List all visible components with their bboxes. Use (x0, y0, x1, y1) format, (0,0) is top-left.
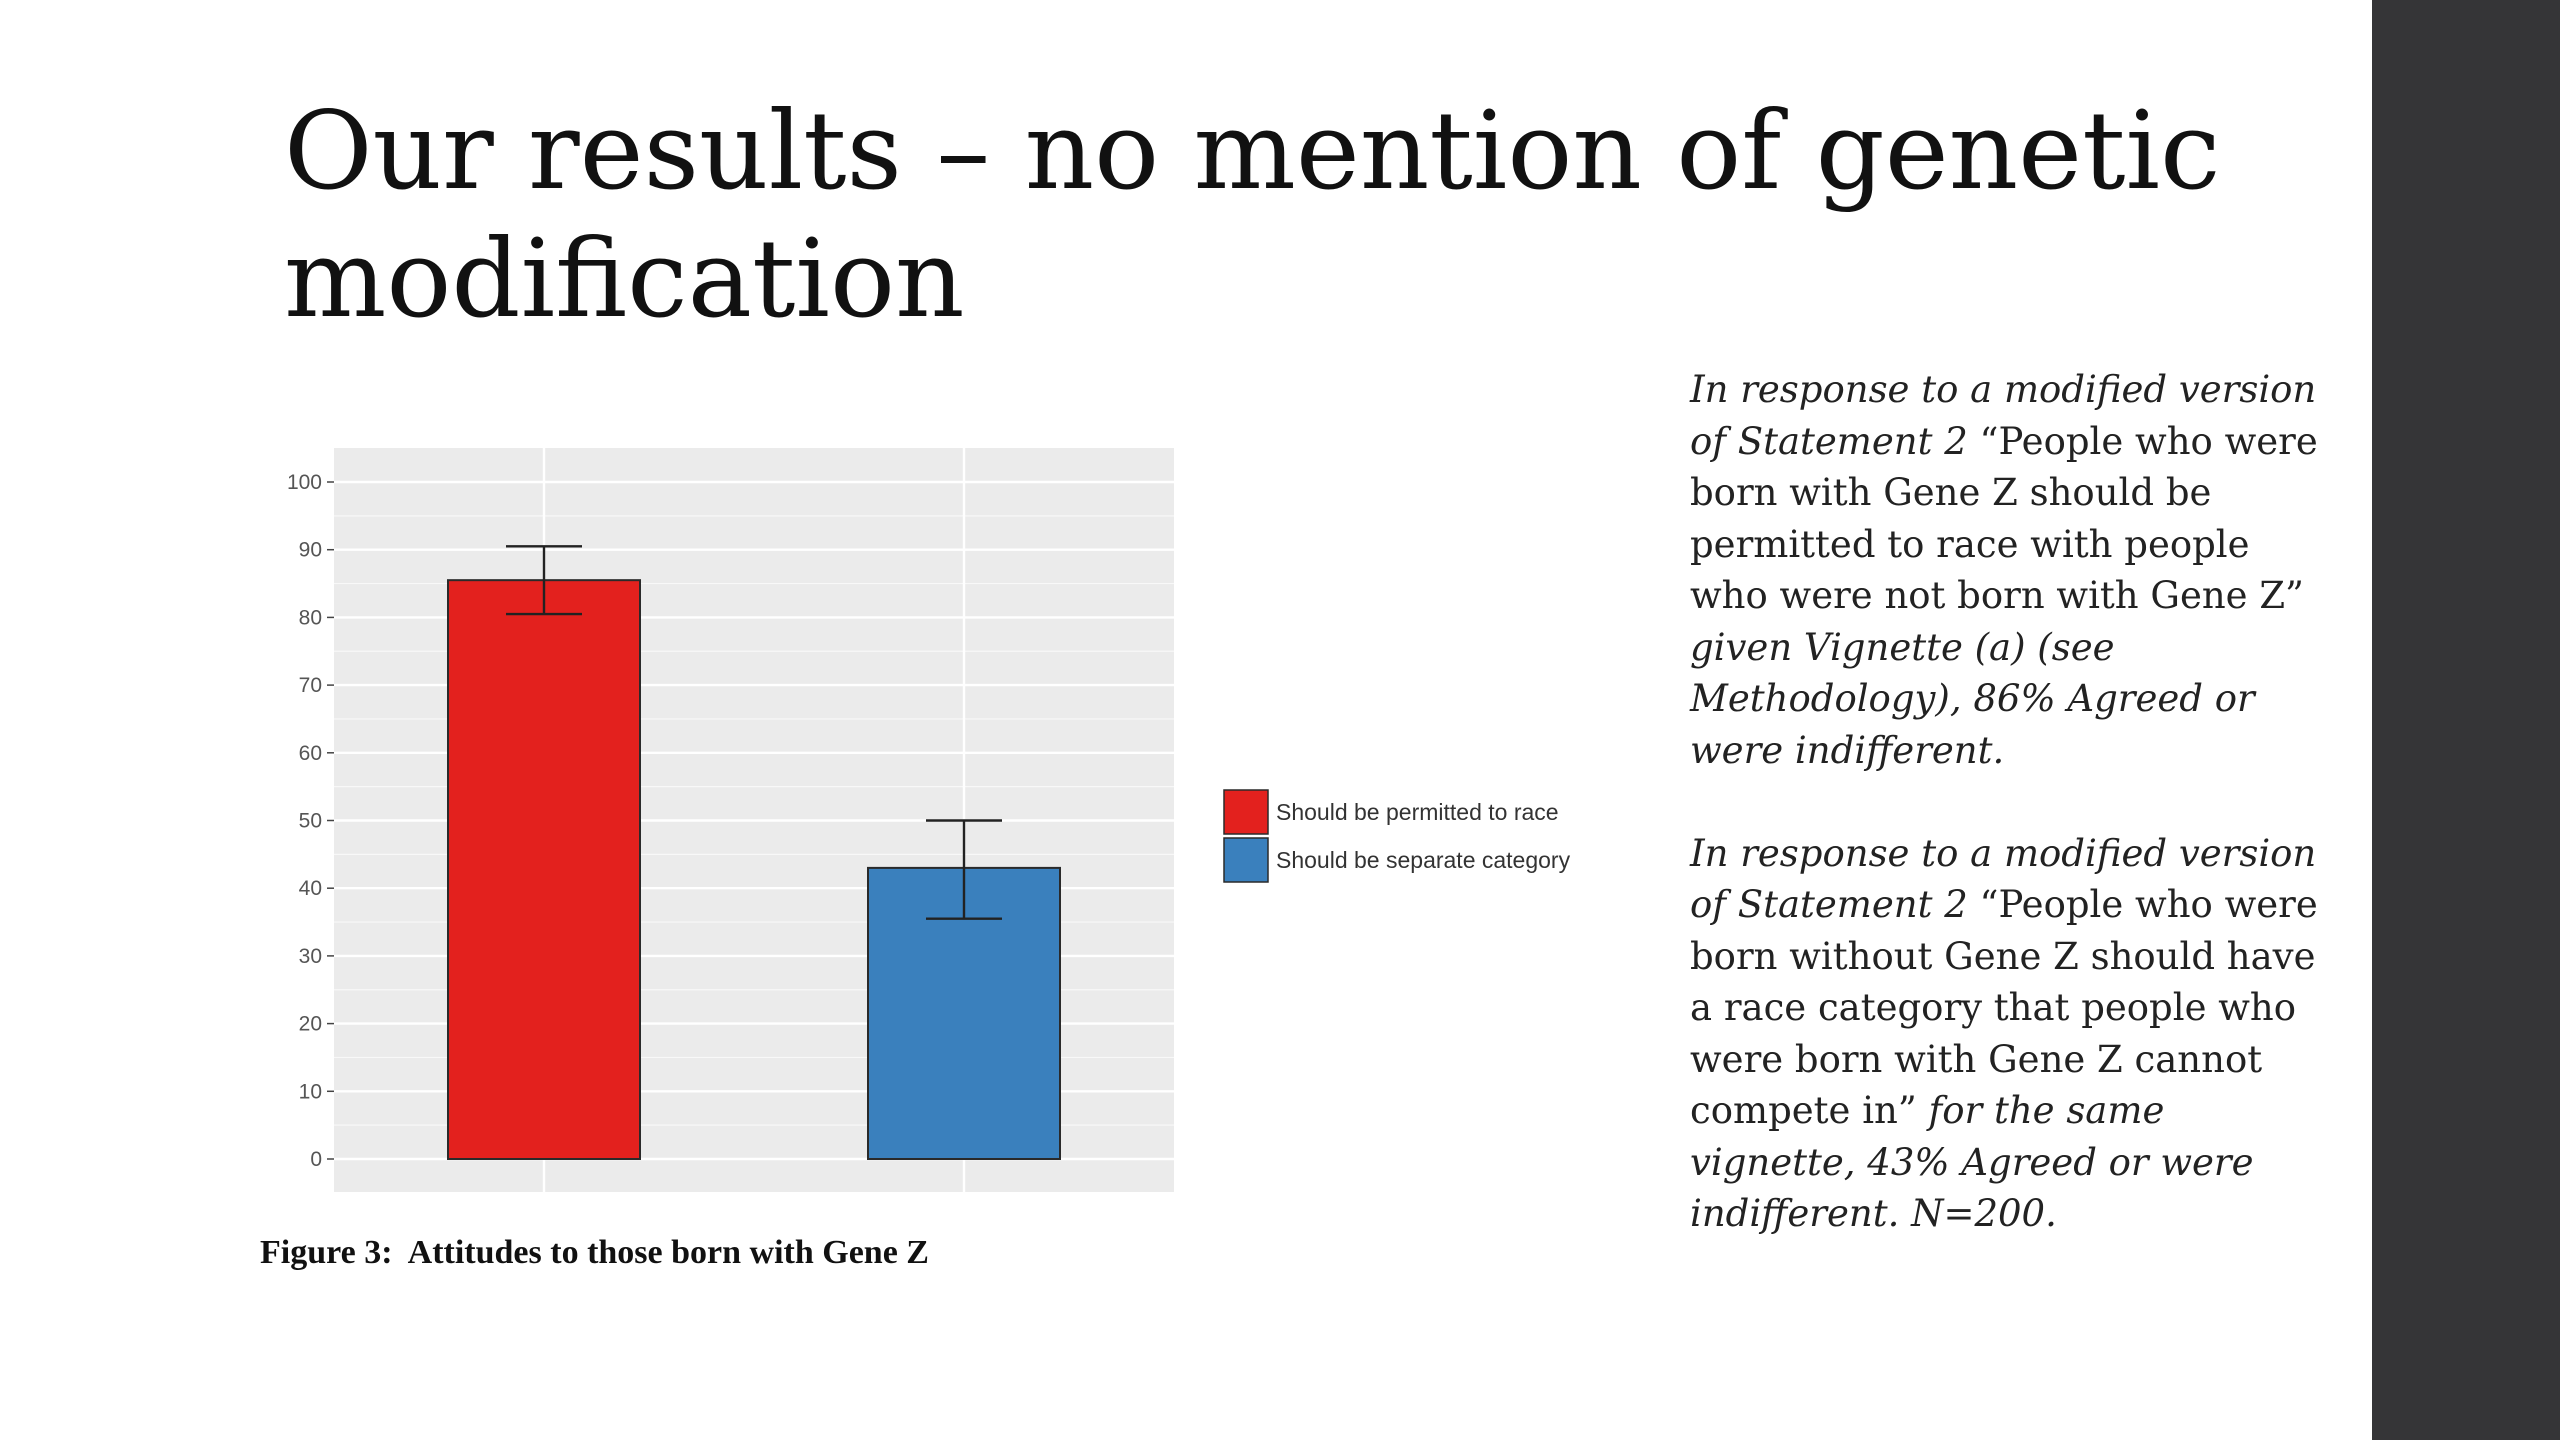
result-2-quote: “People who were born without Gene Z sho… (1690, 883, 2318, 1132)
legend-swatch (1223, 837, 1269, 883)
y-tick-label: 70 (299, 674, 322, 697)
results-text: In response to a modified version of Sta… (1690, 364, 2330, 1291)
result-2-outro: for the same vignette, 43% Agreed or wer… (1690, 1089, 2254, 1235)
y-tick-label: 50 (299, 810, 322, 833)
result-1-quote: “People who were born with Gene Z should… (1690, 419, 2318, 618)
legend-label: Should be permitted to race (1276, 799, 1559, 825)
sidebar-panel (2372, 0, 2560, 1440)
figure-caption: Figure 3: Attitudes to those born with G… (260, 1234, 929, 1271)
legend: Should be permitted to race Should be sep… (1223, 789, 1571, 883)
result-paragraph-2: In response to a modified version of Sta… (1690, 828, 2330, 1240)
bar (447, 579, 641, 1161)
bars (447, 545, 1061, 1161)
slide-title: Our results – no mention of genetic modi… (284, 89, 2221, 342)
legend-swatch (1223, 789, 1269, 835)
result-1-outro: given Vignette (a) (see Methodology), 86… (1690, 625, 2255, 772)
result-paragraph-1: In response to a modified version of Sta… (1690, 364, 2330, 776)
result-1-intro: In response to a modified version of Sta… (1690, 368, 2317, 463)
chart-svg: 0 10 20 30 40 50 60 70 80 90 100 Should be permitt… (287, 448, 1571, 1192)
y-axis: 0 10 20 30 40 50 60 70 80 90 100 (287, 471, 334, 1171)
y-tick-label: 0 (310, 1148, 322, 1171)
y-tick-label: 30 (299, 945, 322, 968)
y-tick-label: 80 (299, 606, 322, 629)
y-tick-label: 20 (299, 1013, 322, 1036)
y-tick-label: 90 (299, 539, 322, 562)
y-tick-label: 40 (299, 877, 322, 900)
y-tick-label: 100 (287, 471, 322, 494)
legend-label: Should be separate category (1276, 847, 1571, 873)
bar-chart: 0 10 20 30 40 50 60 70 80 90 100 Should be permitt… (240, 430, 1640, 1225)
result-2-intro: In response to a modified version of Sta… (1690, 831, 2317, 927)
y-tick-label: 60 (299, 742, 322, 765)
y-tick-label: 10 (299, 1080, 322, 1103)
